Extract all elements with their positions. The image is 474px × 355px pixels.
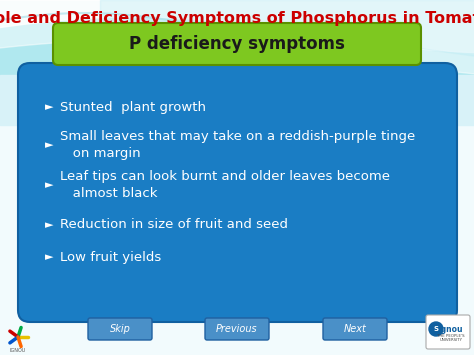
FancyBboxPatch shape <box>88 318 152 340</box>
Text: Leaf tips can look burnt and older leaves become
   almost black: Leaf tips can look burnt and older leave… <box>60 170 390 200</box>
Text: S: S <box>434 326 438 332</box>
Text: Stunted  plant growth: Stunted plant growth <box>60 100 206 114</box>
Text: ignou: ignou <box>439 326 463 334</box>
Text: Reduction in size of fruit and seed: Reduction in size of fruit and seed <box>60 218 288 231</box>
Bar <box>0 75 474 125</box>
FancyBboxPatch shape <box>53 23 421 65</box>
Bar <box>0 0 474 95</box>
Text: ►: ► <box>45 140 54 150</box>
Text: THE PEOPLE'S
UNIVERSITY: THE PEOPLE'S UNIVERSITY <box>437 334 465 343</box>
Text: ►: ► <box>45 252 54 262</box>
Text: Previous: Previous <box>216 324 258 334</box>
Circle shape <box>429 322 443 336</box>
FancyBboxPatch shape <box>205 318 269 340</box>
Text: Role and Deficiency Symptoms of Phosphorus in Tomato: Role and Deficiency Symptoms of Phosphor… <box>0 11 474 26</box>
Text: IGNOU: IGNOU <box>10 348 26 353</box>
Text: Next: Next <box>344 324 366 334</box>
Bar <box>0 95 474 355</box>
Text: Low fruit yields: Low fruit yields <box>60 251 161 263</box>
Text: Skip: Skip <box>109 324 130 334</box>
Text: ►: ► <box>45 180 54 190</box>
FancyBboxPatch shape <box>18 63 457 322</box>
Text: Small leaves that may take on a reddish-purple tinge
   on margin: Small leaves that may take on a reddish-… <box>60 130 415 160</box>
Text: ►: ► <box>45 102 54 112</box>
FancyBboxPatch shape <box>426 315 470 349</box>
Text: P deficiency symptoms: P deficiency symptoms <box>129 35 345 53</box>
FancyBboxPatch shape <box>323 318 387 340</box>
Text: ►: ► <box>45 220 54 230</box>
